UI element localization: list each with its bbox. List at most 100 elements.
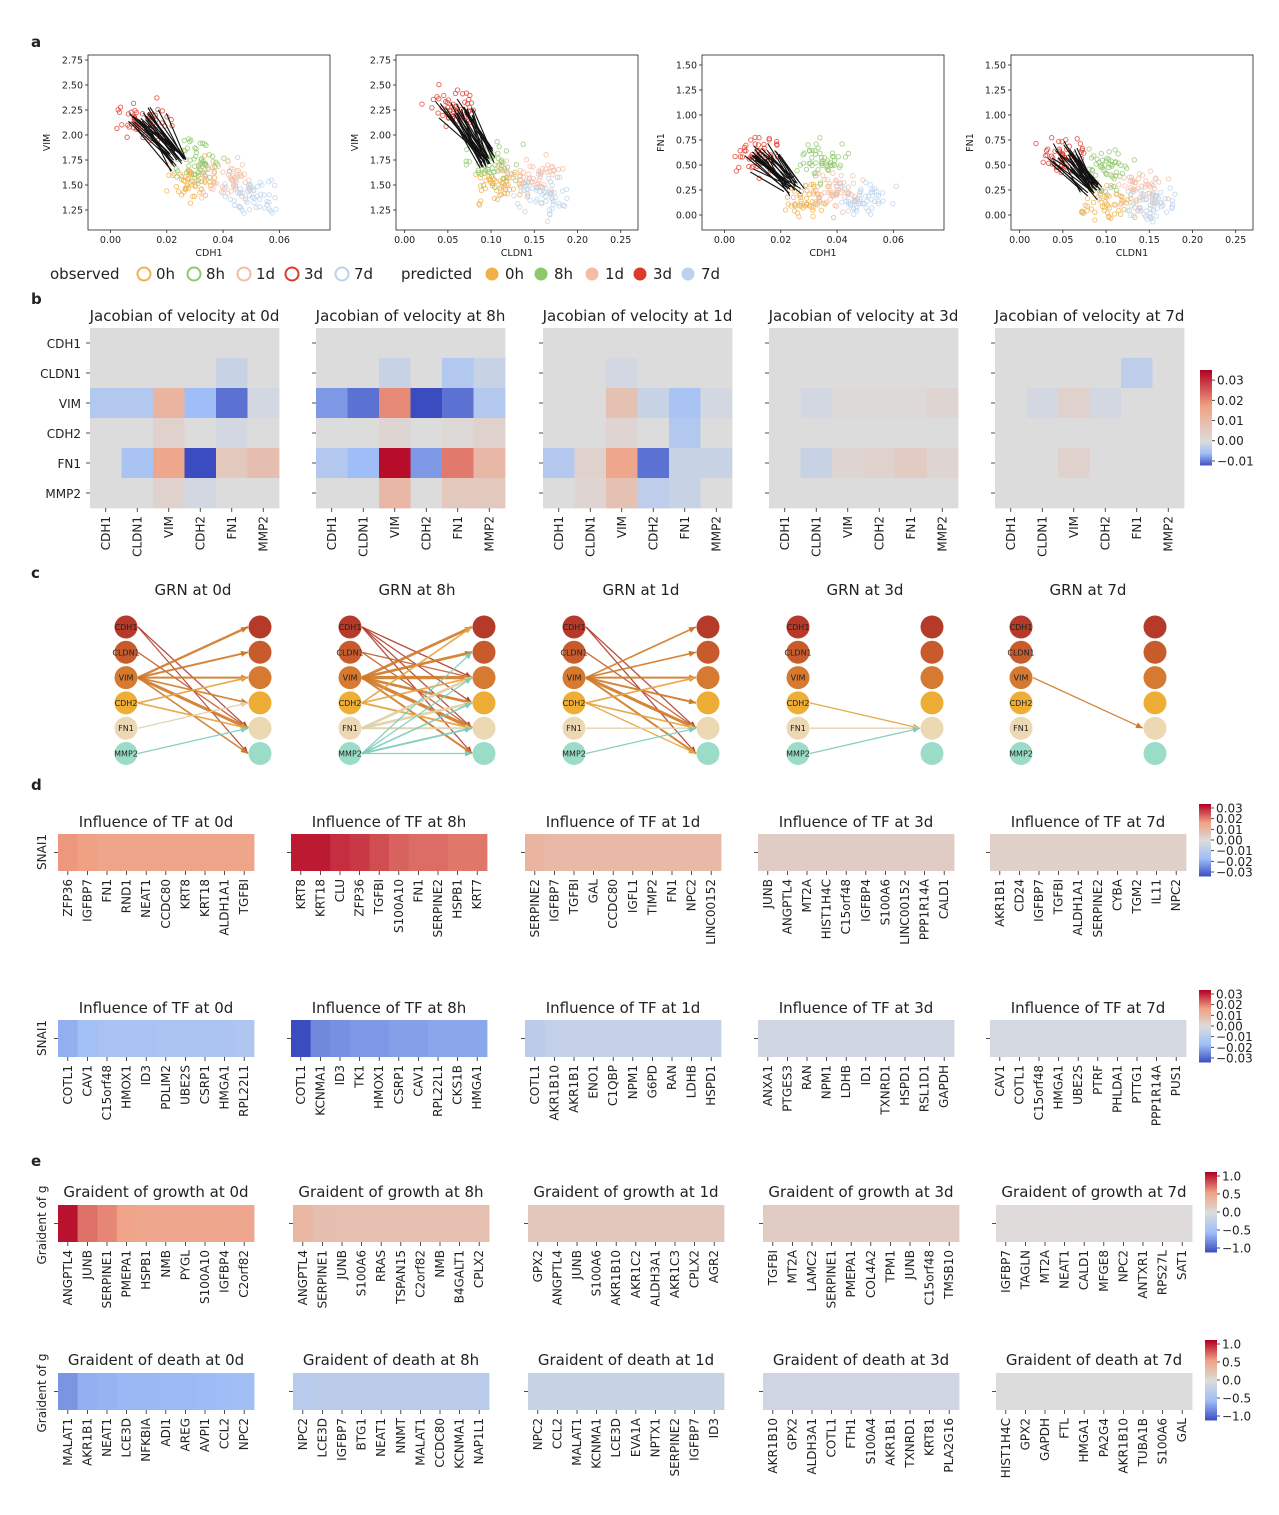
col-label: CALD1 [1077,1250,1091,1290]
colorbar-segment [1205,1236,1217,1238]
scatter-point [818,154,825,161]
col-label: AGR2 [707,1250,721,1283]
col-label: RAN [800,1065,814,1090]
heatmap-cell [316,448,348,479]
col-label: VIM [162,516,176,538]
scatter-point [1082,202,1088,208]
col-label: HSPB1 [139,1250,153,1290]
scatter-point [206,152,213,158]
scatter-point [480,182,487,188]
col-label: NPTX1 [648,1418,662,1457]
grn-target-node [248,640,272,664]
heatmap-cell [1146,834,1167,871]
colorbar-segment [1200,458,1212,461]
col-label: PTTG1 [1130,1065,1144,1104]
colorbar-segment [1199,1045,1211,1047]
colorbar-segment [1200,420,1212,423]
col-label: TXNRD1 [878,1065,892,1116]
heatmap-cell [1048,1020,1069,1057]
scatter-point [815,200,821,206]
heatmap-cell [1074,1205,1095,1242]
grn-source-node [562,615,586,639]
colorbar-segment [1199,1027,1211,1029]
col-label: TGM2 [1130,879,1144,915]
col-label: AREG [178,1418,192,1451]
y-tick-label: 2.75 [62,56,83,67]
col-label: CPLX2 [472,1250,486,1288]
y-tick-label: 2.00 [370,131,391,142]
colorbar-segment [1205,1218,1217,1221]
colorbar-segment [1199,810,1211,812]
heatmap-cell [184,388,217,419]
col-label: LCE3D [609,1418,623,1458]
col-label: CPLX2 [688,1250,702,1288]
y-tick-label: 2.00 [62,131,83,142]
panel-letter-b: b [31,290,42,308]
heatmap-cell [90,358,122,389]
heatmap-cell [669,328,701,359]
scatter-point [494,139,500,145]
velocity-arrow [1052,143,1081,193]
heatmap-cell [681,1020,702,1057]
scatter-point [1088,206,1095,212]
colorbar-tick-label: 0.02 [1217,394,1244,408]
heatmap-cell [247,328,280,359]
scatter-point [879,190,886,196]
colorbar-segment [1199,1003,1211,1005]
col-label: PPP1R14A [918,878,932,940]
col-label: HMGA1 [470,1065,484,1110]
scatter-plot-2: 0.00 0.02 0.04 0.060.000.250.500.751.001.25… [656,54,945,259]
strip-title: Graident of growth at 8h [298,1183,483,1201]
col-label: AKR1B10 [547,1065,561,1121]
col-label: FN1 [1130,516,1144,540]
grn-title: GRN at 3d [827,581,904,599]
row-label: CLDN1 [40,367,81,381]
colorbar-segment [1200,441,1212,444]
heatmap-cell [528,1373,548,1410]
colorbar-segment [1205,1342,1217,1345]
scatter-point [181,137,187,144]
colorbar-segment [1205,1352,1217,1354]
x-tick-label: 0.25 [1225,235,1246,246]
scatter-point [824,165,830,171]
col-label: LCE3D [120,1418,134,1458]
scatter-point [557,174,563,181]
heatmap-cell [1121,388,1153,419]
scatter-point [815,145,821,151]
scatter-point [1089,168,1096,174]
col-label: PYGL [178,1250,192,1281]
col-label: HMGA1 [1077,1418,1091,1463]
heatmap-cell [662,834,683,871]
scatter-point [1148,214,1154,220]
heatmap-cell [543,478,575,509]
grn-arrowhead [1135,722,1143,729]
colorbar-tick-label: 0.0 [1222,1374,1241,1388]
legend-observed-marker [284,266,300,282]
scatter-point [548,188,555,194]
heatmap-cell [1026,358,1059,389]
scatter-point [803,195,810,201]
scatter-point [1101,167,1107,173]
heatmap-cell [606,1205,627,1242]
x-tick-label: 0.15 [524,235,545,246]
scatter-point [818,191,824,198]
col-label: NEAT1 [374,1418,388,1457]
y-axis-label: SNAI1 [35,834,49,870]
scatter-point [547,211,553,217]
scatter-point [556,200,562,207]
x-tick-label: 0.20 [1182,235,1203,246]
scatter-point [1119,170,1125,177]
heatmap-cell [900,1205,921,1242]
heatmap-cell [1152,448,1185,479]
x-tick-label: 0.05 [437,235,458,246]
x-axis-label: CDH1 [195,248,222,259]
heatmap-cell [1172,1373,1193,1410]
grn-source-node [338,615,362,639]
scatter-point [182,185,188,191]
heatmap-cell [1088,1020,1108,1057]
heatmap-cell [525,1020,545,1057]
y-tick-label: 1.50 [676,61,697,72]
